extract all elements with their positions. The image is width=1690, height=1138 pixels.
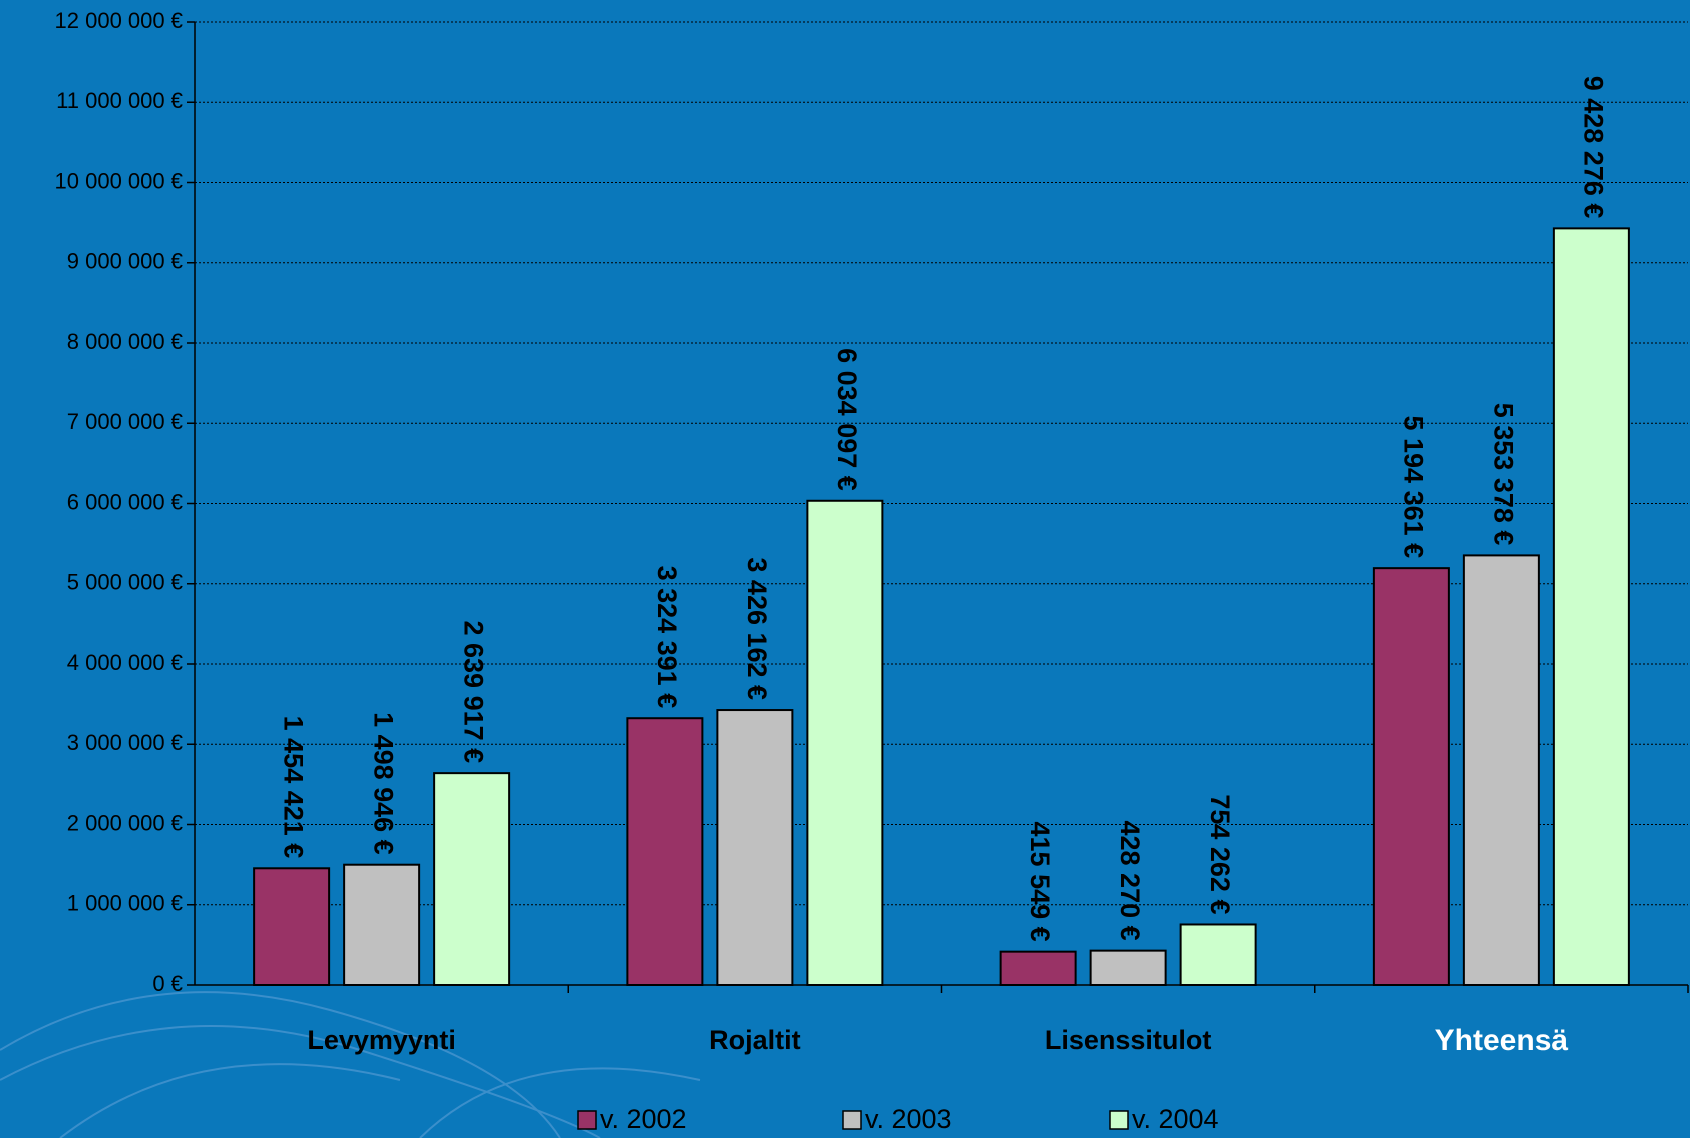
value-label: 1 454 421 €: [279, 716, 309, 859]
bar: [343, 863, 421, 987]
y-tick-label: 8 000 000 €: [67, 329, 183, 354]
legend-swatch: [842, 1110, 862, 1130]
y-tick-label: 9 000 000 €: [67, 249, 183, 274]
y-tick-label: 11 000 000 €: [56, 88, 183, 113]
legend-label: v. 2002: [600, 1104, 687, 1134]
x-tick-label: Yhteensä: [1435, 1024, 1569, 1057]
bar: [999, 950, 1077, 987]
y-tick-label: 0 €: [152, 971, 183, 996]
bar: [1372, 567, 1450, 986]
value-label: 428 270 €: [1115, 821, 1145, 941]
value-label: 2 639 917 €: [459, 621, 489, 764]
legend-swatch: [577, 1110, 597, 1130]
bar: [1179, 923, 1257, 986]
legend-label: v. 2003: [865, 1104, 952, 1134]
y-tick-label: 4 000 000 €: [67, 650, 183, 675]
value-label: 6 034 097 €: [832, 348, 862, 491]
y-tick-label: 1 000 000 €: [67, 891, 183, 916]
value-label: 5 194 361 €: [1398, 416, 1428, 559]
bar: [806, 499, 884, 986]
x-tick-label: Lisenssitulot: [1045, 1025, 1212, 1055]
bar: [1552, 227, 1630, 986]
bar: [1089, 949, 1167, 987]
value-label: 9 428 276 €: [1578, 76, 1608, 219]
value-label: 3 426 162 €: [742, 557, 772, 700]
y-tick-label: 12 000 000 €: [55, 8, 183, 33]
value-label: 754 262 €: [1205, 794, 1235, 914]
bar: [626, 717, 704, 987]
value-label: 3 324 391 €: [652, 566, 682, 709]
bar: [433, 772, 511, 986]
y-tick-label: 2 000 000 €: [67, 810, 183, 835]
x-tick-label: Rojaltit: [709, 1025, 801, 1055]
x-tick-label: Levymyynti: [307, 1025, 456, 1055]
y-tick-label: 10 000 000 €: [55, 168, 183, 193]
value-label: 1 498 946 €: [369, 712, 399, 855]
legend-label: v. 2004: [1132, 1104, 1219, 1134]
bar: [253, 867, 331, 986]
value-label: 415 549 €: [1025, 822, 1055, 942]
y-tick-label: 6 000 000 €: [67, 489, 183, 514]
decoration: [0, 991, 701, 1138]
y-tick-label: 5 000 000 €: [67, 570, 183, 595]
bar: [1462, 554, 1540, 986]
legend-swatch: [1109, 1110, 1129, 1130]
value-label: 5 353 378 €: [1488, 403, 1518, 546]
y-tick-label: 3 000 000 €: [67, 730, 183, 755]
bar: [716, 709, 794, 986]
y-tick-label: 7 000 000 €: [67, 409, 183, 434]
